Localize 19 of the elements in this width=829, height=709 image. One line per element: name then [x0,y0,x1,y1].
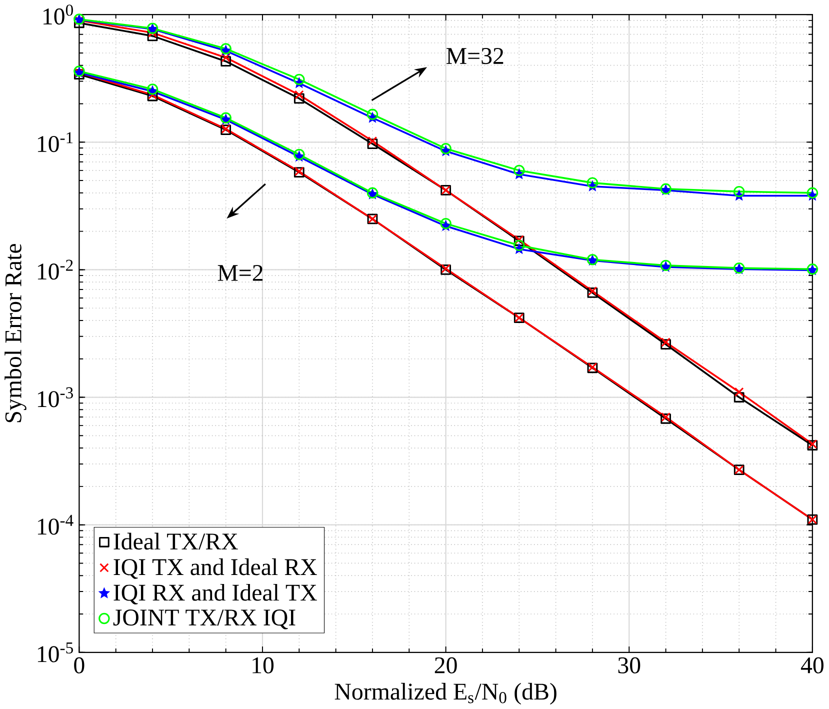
legend-label: IQI RX and Ideal TX [114,584,317,604]
legend-label: IQI TX and Ideal RX [114,558,317,579]
x-axis-title: Normalized E$_{s}$/N$_{0}$ (dB) [334,682,556,704]
legend-label: Ideal TX/RX [114,532,238,550]
annotation: M=2 [218,264,263,281]
y-tick-label: 10$^{-4}$ [38,514,74,535]
x-tick-label: 30 [618,657,640,674]
y-tick-label: 10$^{-3}$ [38,387,73,408]
y-tick-label: 10$^{-2}$ [38,260,73,280]
x-tick-label: 40 [800,657,824,674]
y-tick-label: 10$^{-1}$ [38,132,73,152]
x-tick-label: 20 [434,657,457,674]
legend-label: JOINT TX/RX IQI [113,609,296,630]
y-tick-label: 10$^{0}$ [43,4,73,24]
y-axis-title: Symbol Error Rate [4,244,26,422]
x-tick-label: 10 [252,657,274,674]
x-tick-label: 0 [74,657,84,674]
y-tick-label: 10$^{-5}$ [38,642,73,662]
annotation: M=32 [446,48,504,64]
